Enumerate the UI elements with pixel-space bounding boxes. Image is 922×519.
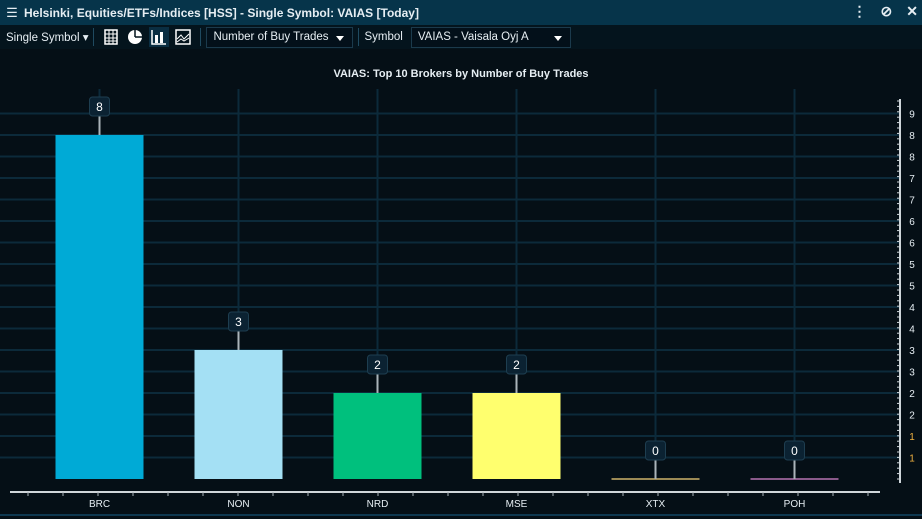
mode-dropdown[interactable]: Single Symbol ▾ [6, 32, 89, 44]
y-tick-label: 1 [909, 432, 915, 443]
y-tick-label: 4 [909, 303, 915, 314]
chart-title: VAIAS: Top 10 Brokers by Number of Buy T… [333, 68, 589, 80]
hamburger-icon[interactable]: ☰ [6, 4, 18, 20]
y-tick-label: 3 [909, 368, 915, 379]
data-label: 0 [652, 444, 659, 458]
data-label-box [784, 440, 805, 461]
data-label: 2 [374, 358, 381, 372]
y-tick-label: 5 [909, 282, 915, 293]
pie-chart-icon[interactable] [125, 27, 145, 47]
x-tick-label: POH [784, 499, 806, 510]
x-tick-label: NON [227, 499, 249, 510]
y-tick-label: 8 [909, 153, 915, 164]
mode-label: Single Symbol [6, 32, 80, 44]
title-bar: ☰ Helsinki, Equities/ETFs/Indices [HSS] … [0, 0, 922, 25]
x-tick-label: BRC [89, 499, 110, 510]
bar-mse [472, 393, 561, 479]
window-title: Helsinki, Equities/ETFs/Indices [HSS] - … [24, 5, 419, 20]
y-tick-label: 1 [909, 454, 915, 465]
chevron-down-icon [553, 35, 562, 41]
bar-chart-icon[interactable] [149, 27, 170, 47]
symbol-dropdown[interactable]: VAIAS - Vaisala Oyj A [410, 26, 571, 48]
y-tick-label: 2 [909, 389, 915, 400]
x-tick-label: MSE [506, 499, 528, 510]
more-icon[interactable]: ⋮ [852, 3, 867, 19]
data-label: 8 [96, 100, 103, 114]
toolbar: Single Symbol ▾ Number of Buy Trades Sym… [0, 25, 922, 49]
unlink-icon[interactable]: ⊘ [880, 3, 893, 19]
y-tick-label: 7 [909, 196, 915, 207]
bar-chart: 1 1 2 2 3 3 4 4 5 5 6 6 7 7 8 8 9 8 BRC 3 NON 2 NRD 2 MSE 0 XTX 0 PO… [0, 89, 922, 516]
y-tick-label: 8 [909, 131, 915, 142]
data-label-box [645, 440, 666, 461]
measure-value: Number of Buy Trades [213, 31, 329, 43]
data-label: 0 [791, 444, 798, 458]
table-icon[interactable] [101, 27, 121, 47]
y-tick-label: 3 [909, 346, 915, 357]
x-tick-label: XTX [646, 499, 666, 510]
y-tick-label: 6 [909, 239, 915, 250]
bar-brc [55, 135, 144, 479]
bar-non [194, 350, 283, 479]
y-tick-label: 2 [909, 411, 915, 422]
x-tick-label: NRD [367, 499, 389, 510]
close-icon[interactable]: ✕ [906, 3, 918, 19]
line-chart-icon[interactable] [173, 27, 193, 47]
y-tick-label: 6 [909, 217, 915, 228]
y-tick-label: 7 [909, 174, 915, 185]
data-label-box [89, 96, 110, 117]
data-label: 2 [513, 358, 520, 372]
data-label: 3 [235, 315, 242, 329]
symbol-value: VAIAS - Vaisala Oyj A [417, 31, 529, 43]
chevron-down-icon [336, 35, 345, 41]
y-tick-label: 5 [909, 260, 915, 271]
y-tick-label: 4 [909, 325, 915, 336]
bar-nrd [333, 393, 422, 479]
data-label-box [228, 311, 249, 332]
data-label-box [367, 354, 388, 375]
y-tick-label: 9 [909, 110, 915, 121]
symbol-label: Symbol [364, 31, 403, 43]
measure-dropdown[interactable]: Number of Buy Trades [206, 26, 354, 48]
data-label-box [506, 354, 527, 375]
